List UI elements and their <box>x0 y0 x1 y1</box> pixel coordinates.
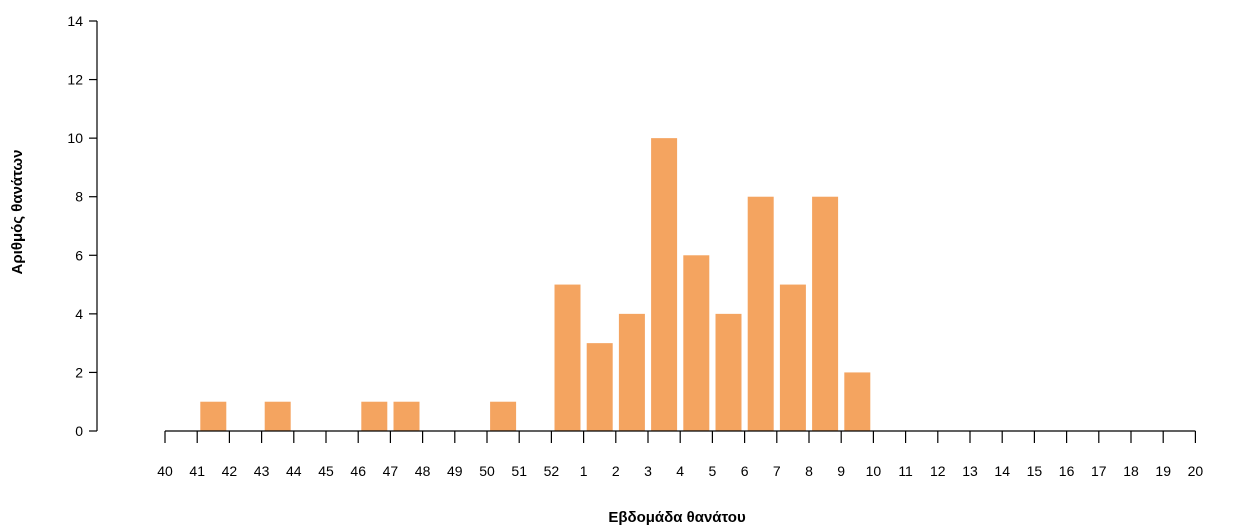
x-tick-label: 17 <box>1091 463 1107 479</box>
x-tick-label: 1 <box>580 463 588 479</box>
x-tick-label: 16 <box>1059 463 1075 479</box>
bar-week-50 <box>490 401 517 431</box>
x-tick-label: 7 <box>773 463 781 479</box>
x-tick-label: 50 <box>479 463 495 479</box>
bar-week-8 <box>812 196 839 431</box>
y-tick-label: 8 <box>75 189 83 205</box>
x-tick-label: 13 <box>962 463 978 479</box>
bar-week-6 <box>747 196 774 431</box>
bar-week-1 <box>586 343 613 431</box>
x-tick-label: 43 <box>254 463 270 479</box>
x-tick-label: 51 <box>511 463 527 479</box>
y-tick-label: 0 <box>75 423 83 439</box>
x-tick-label: 10 <box>866 463 882 479</box>
x-tick-label: 46 <box>350 463 366 479</box>
bar-week-2 <box>618 313 645 431</box>
x-tick-label: 9 <box>837 463 845 479</box>
bars-group <box>200 138 871 431</box>
x-tick-label: 48 <box>415 463 431 479</box>
x-tick-label: 49 <box>447 463 463 479</box>
bar-week-3 <box>651 138 678 431</box>
y-axis-title: Αριθμός θανάτων <box>9 150 26 275</box>
bar-week-7 <box>779 284 806 431</box>
bar-week-9 <box>844 372 871 431</box>
bar-week-46 <box>361 401 388 431</box>
x-tick-label: 18 <box>1123 463 1139 479</box>
x-tick-label: 44 <box>286 463 302 479</box>
bar-week-47 <box>393 401 420 431</box>
x-tick-label: 5 <box>709 463 717 479</box>
x-tick-label: 12 <box>930 463 946 479</box>
x-tick-label: 52 <box>544 463 560 479</box>
x-axis-ticks: 40 41 42 43 44 45 46 47 48 49 50 51 52 1 2 3 4 5 6 7 8 9 10 11 1… <box>157 431 1203 479</box>
bar-week-52 <box>554 284 581 431</box>
x-tick-label: 42 <box>222 463 238 479</box>
y-axis-ticks: 0 2 4 6 8 10 12 14 <box>67 13 97 439</box>
x-tick-label: 14 <box>994 463 1010 479</box>
y-tick-label: 10 <box>67 130 83 146</box>
bar-week-43 <box>264 401 291 431</box>
x-tick-label: 20 <box>1188 463 1204 479</box>
bar-week-5 <box>715 313 742 431</box>
x-tick-label: 11 <box>898 463 913 479</box>
y-tick-label: 14 <box>67 13 83 29</box>
x-axis-title: Εβδομάδα θανάτου <box>608 509 746 526</box>
y-tick-label: 2 <box>75 364 83 380</box>
x-tick-label: 2 <box>612 463 620 479</box>
x-tick-label: 6 <box>741 463 749 479</box>
y-tick-label: 4 <box>75 306 83 322</box>
bar-week-4 <box>683 255 710 431</box>
x-tick-label: 3 <box>644 463 652 479</box>
y-tick-label: 6 <box>75 247 83 263</box>
x-tick-label: 4 <box>676 463 684 479</box>
x-tick-label: 45 <box>318 463 334 479</box>
y-tick-label: 12 <box>67 72 83 88</box>
x-tick-label: 15 <box>1027 463 1043 479</box>
x-tick-label: 8 <box>805 463 813 479</box>
bar-week-41 <box>200 401 227 431</box>
x-tick-label: 41 <box>189 463 205 479</box>
x-tick-label: 47 <box>383 463 399 479</box>
x-tick-label: 19 <box>1155 463 1171 479</box>
x-tick-label: 40 <box>157 463 173 479</box>
